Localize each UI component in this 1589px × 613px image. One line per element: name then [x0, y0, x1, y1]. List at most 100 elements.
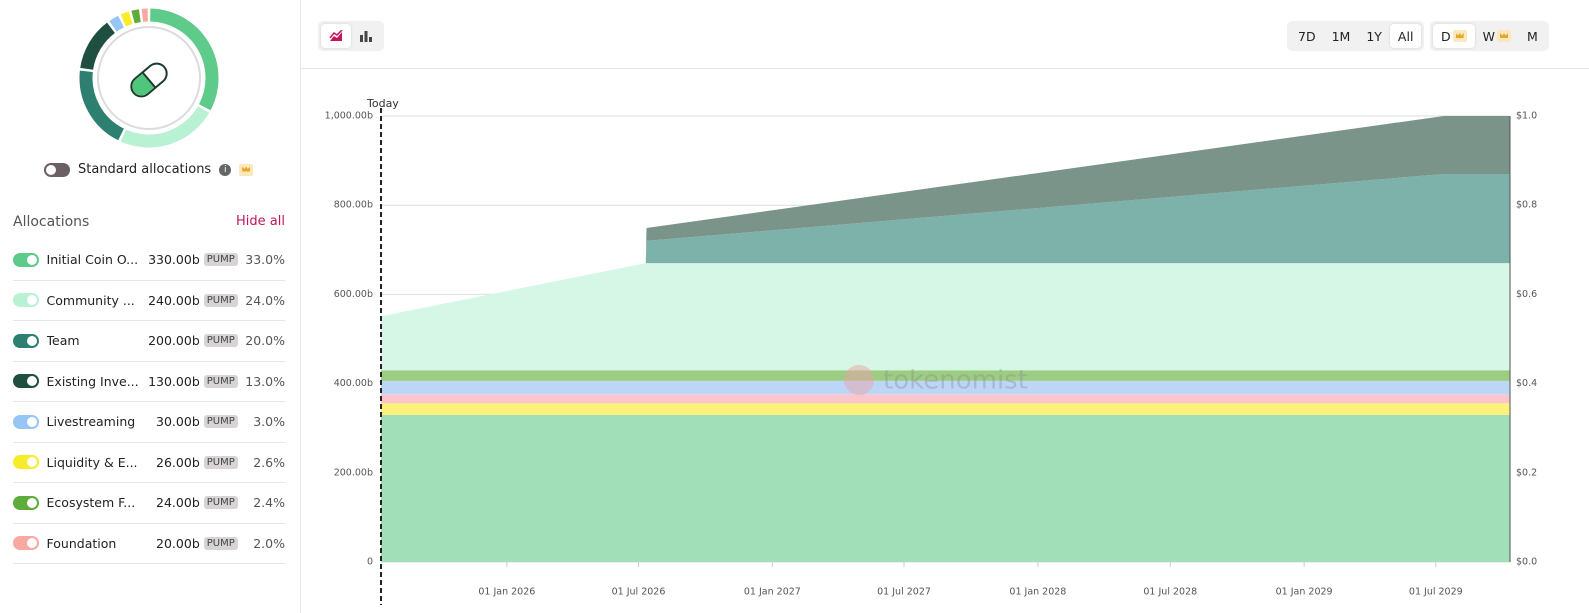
- allocation-share: 33.0%: [245, 252, 285, 268]
- heading: Allocations: [13, 214, 90, 230]
- allocation-toggle[interactable]: [13, 252, 39, 267]
- x-tick-label: 01 Jul 2029: [1409, 587, 1463, 598]
- allocation-amount: 30.00b: [156, 414, 200, 430]
- y-tick-label: 600.00b: [334, 289, 373, 300]
- range-button[interactable]: All: [1389, 24, 1422, 48]
- allocation-toggle[interactable]: [13, 495, 39, 510]
- token-badge: PUMP: [203, 374, 238, 388]
- allocation-amount: 330.00b: [148, 252, 200, 268]
- allocation-share: 24.0%: [245, 292, 285, 308]
- token-badge: PUMP: [203, 253, 238, 267]
- y-tick-label: 400.00b: [334, 378, 373, 389]
- allocation-toggle[interactable]: [13, 536, 39, 551]
- allocation-amount: 20.00b: [156, 535, 200, 551]
- area-chart-button[interactable]: [321, 24, 351, 48]
- x-tick-label: 01 Jan 2028: [1009, 587, 1066, 598]
- allocation-name: Foundation: [46, 535, 117, 551]
- donut-segment: [79, 70, 125, 141]
- standard-allocations[interactable]: Standard allocations i: [44, 162, 254, 177]
- donut-segment: [149, 8, 219, 111]
- token-badge: PUMP: [203, 536, 238, 550]
- x-tick-label: 01 Jan 2026: [478, 587, 535, 598]
- allocation-toggle[interactable]: [13, 414, 39, 429]
- token-badge: PUMP: [203, 334, 238, 348]
- y-tick-label: 0: [367, 557, 373, 568]
- donut-segment: [109, 15, 125, 32]
- info-icon[interactable]: i: [219, 163, 232, 176]
- donut-chart: [79, 8, 219, 148]
- range-button[interactable]: 1Y: [1366, 28, 1382, 44]
- interval-button[interactable]: D: [1433, 24, 1475, 48]
- allocations-header: Allocations Hide all: [13, 214, 285, 230]
- allocation-row: Liquidity & E... 26.00b PUMP 2.6%: [13, 443, 285, 483]
- allocation-amount: 24.00b: [156, 495, 200, 511]
- allocation-share: 3.0%: [253, 414, 285, 430]
- chart: 0 200.00b 400.00b 600.00b 800.00b 1,000.00b $0…: [325, 97, 1537, 605]
- bar-chart-button[interactable]: [351, 24, 381, 48]
- area: [381, 370, 1510, 381]
- hide-all[interactable]: Hide all: [236, 214, 285, 229]
- allocation-row: Livestreaming 30.00b PUMP 3.0%: [13, 402, 285, 443]
- crown-icon: [1452, 30, 1467, 42]
- bar-icon: [360, 31, 372, 42]
- range-button[interactable]: 1M: [1331, 28, 1351, 44]
- allocation-share: 2.6%: [253, 454, 285, 470]
- area: [381, 173, 1510, 317]
- toolbar: 7D 1M 1Y All D W M: [301, 0, 1589, 69]
- y-tick-label: 800.00b: [334, 200, 373, 211]
- area: [381, 394, 1510, 404]
- range-button[interactable]: 7D: [1298, 28, 1316, 44]
- token-badge: PUMP: [203, 415, 238, 429]
- toggle[interactable]: [44, 162, 70, 177]
- pill-icon: [130, 62, 168, 98]
- interval-label: D: [1441, 28, 1451, 44]
- allocation-name: Team: [46, 333, 80, 349]
- y-tick-label: 200.00b: [334, 467, 373, 478]
- inner-ring: [97, 26, 201, 130]
- x-tick-label: 01 Jan 2029: [1276, 587, 1333, 598]
- x-tick-label: 01 Jan 2027: [744, 587, 801, 598]
- token-badge: PUMP: [203, 455, 238, 469]
- y2-tick-label: $0.8: [1516, 200, 1537, 211]
- area: [381, 116, 1510, 317]
- token-badge: PUMP: [203, 293, 238, 307]
- allocation-amount: 130.00b: [148, 373, 200, 389]
- allocation-name: Ecosystem F...: [46, 495, 136, 511]
- allocation-row: Team 200.00b PUMP 20.0%: [13, 321, 285, 362]
- allocation-toggle[interactable]: [13, 374, 39, 389]
- area: [381, 403, 1510, 415]
- interval-label: W: [1482, 28, 1496, 44]
- token-badge: PUMP: [203, 496, 238, 510]
- x-tick-label: 01 Jul 2027: [877, 587, 931, 598]
- allocation-toggle[interactable]: [13, 333, 39, 348]
- x-tick-label: 01 Jul 2026: [612, 587, 666, 598]
- allocation-share: 13.0%: [245, 373, 285, 389]
- y2-tick-label: $0.6: [1516, 289, 1537, 300]
- area: [381, 414, 1510, 562]
- allocation-name: Initial Coin O...: [46, 252, 139, 268]
- crown-icon: [239, 163, 254, 176]
- y2-tick-label: $0.0: [1516, 557, 1537, 568]
- allocation-row: Foundation 20.00b PUMP 2.0%: [13, 524, 285, 564]
- y2-tick-label: $0.4: [1516, 378, 1537, 389]
- y2-tick-label: $1.0: [1516, 111, 1537, 122]
- watermark: tokenomist: [883, 366, 1028, 396]
- donut-segment: [120, 11, 133, 27]
- sidebar: Standard allocations i Allocations Hide …: [0, 0, 301, 613]
- interval-button[interactable]: W: [1475, 24, 1519, 48]
- allocation-name: Liquidity & E...: [46, 454, 138, 470]
- donut-segment: [120, 105, 210, 148]
- interval-button[interactable]: M: [1519, 24, 1546, 48]
- allocation-toggle[interactable]: [13, 455, 39, 470]
- donut-segment: [80, 22, 116, 71]
- crown-icon: [1497, 30, 1512, 42]
- allocation-share: 2.0%: [253, 535, 285, 551]
- donut-segment: [131, 9, 141, 24]
- area-icon: [329, 30, 343, 41]
- area: [381, 263, 1510, 371]
- allocation-amount: 26.00b: [156, 454, 200, 470]
- allocation-toggle[interactable]: [13, 293, 39, 308]
- toggle-label: Standard allocations: [78, 162, 212, 177]
